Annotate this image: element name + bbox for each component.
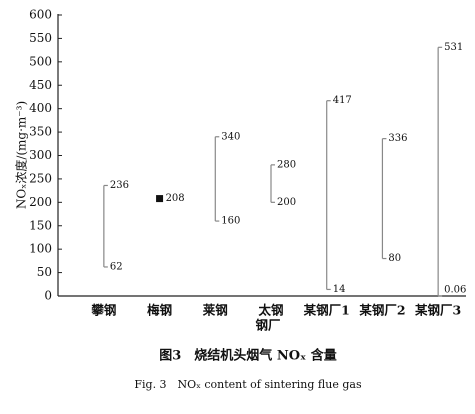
x-tick-label: 莱钢 <box>203 303 228 318</box>
y-tick-label: 250 <box>29 171 52 185</box>
x-tick-label: 某钢厂2 <box>359 303 405 318</box>
x-tick-label: 某钢厂3 <box>415 303 461 318</box>
value-label: 280 <box>277 159 296 170</box>
x-tick-label: 梅钢 <box>147 303 172 318</box>
value-label: 160 <box>221 216 240 227</box>
y-tick-label: 600 <box>29 8 52 22</box>
value-label: 80 <box>388 253 401 264</box>
y-tick-label: 100 <box>29 242 52 256</box>
y-tick-label: 50 <box>37 265 52 279</box>
y-tick-label: 0 <box>44 289 52 303</box>
value-label: 208 <box>166 193 185 204</box>
value-label: 14 <box>333 284 346 295</box>
value-label: 531 <box>444 42 463 53</box>
x-tick-label: 太钢 <box>258 303 283 318</box>
point <box>156 195 164 203</box>
y-tick-label: 450 <box>29 78 52 92</box>
value-label: 236 <box>110 180 129 191</box>
y-tick-label: 400 <box>29 101 52 115</box>
value-label: 0.06 <box>444 285 466 296</box>
y-tick-label: 150 <box>29 218 52 232</box>
y-tick-label: 550 <box>29 31 52 45</box>
x-axis-label: 钢厂 <box>255 318 280 333</box>
y-tick-label: 500 <box>29 54 52 68</box>
value-label: 417 <box>333 95 352 106</box>
value-label: 340 <box>221 131 240 142</box>
value-label: 336 <box>388 133 407 144</box>
y-tick-label: 200 <box>29 195 52 209</box>
caption: 图3 烧结机头烟气 NOₓ 含量 <box>159 348 336 364</box>
x-tick-label: 攀钢 <box>91 303 116 318</box>
y-axis-label: NOₓ浓度/(mg·m⁻³) <box>14 101 29 209</box>
value-label: 200 <box>277 197 296 208</box>
x-tick-label: 某钢厂1 <box>304 303 350 318</box>
y-tick-label: 350 <box>29 125 52 139</box>
y-tick-label: 300 <box>29 148 52 162</box>
value-label: 62 <box>110 261 123 272</box>
caption-en: Fig. 3 NOₓ content of sintering flue gas <box>134 378 362 391</box>
